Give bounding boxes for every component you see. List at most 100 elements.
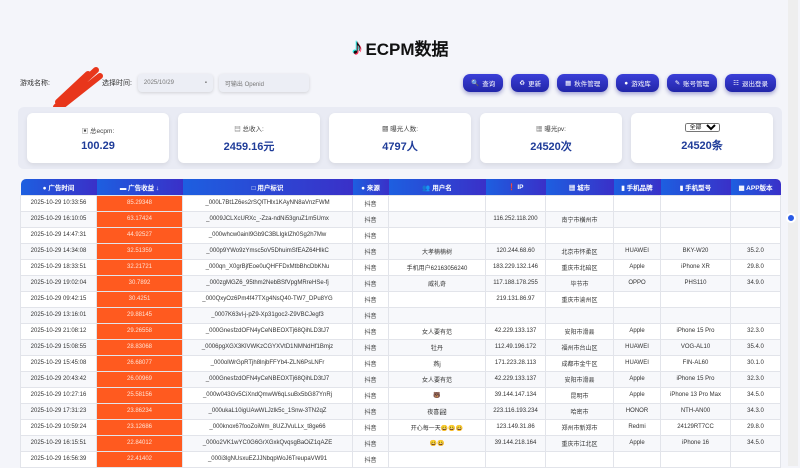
table-cell: iPhone XR bbox=[660, 258, 731, 276]
table-cell: 抖音 bbox=[352, 274, 389, 292]
table-row[interactable]: 2025-10-29 10:27:16 25.58156 _000w043Gv5Ci… bbox=[20, 386, 781, 404]
table-cell: 抖音 bbox=[352, 242, 389, 260]
table-cell bbox=[388, 226, 486, 244]
table-cell bbox=[388, 306, 486, 324]
column-header[interactable]: □ 用户标识 bbox=[182, 179, 353, 195]
table-cell: 2025-10-29 14:34:08 bbox=[20, 242, 97, 260]
stat-icon: ▩ bbox=[381, 125, 389, 133]
table-cell: 抖音 bbox=[352, 386, 389, 404]
table-row[interactable]: 2025-10-29 16:15:51 22.84012 _000o2VK1wYC0… bbox=[20, 434, 781, 452]
table-cell bbox=[660, 306, 731, 324]
button-label: 退出登录 bbox=[742, 81, 768, 88]
table-cell: _000p9YWo9zYmsc5oV5DhuimSfEAZ64HlkC bbox=[182, 242, 353, 260]
table-cell bbox=[730, 194, 781, 212]
column-header[interactable]: ▬ 广告收益 ↓ bbox=[96, 179, 183, 195]
game-select[interactable] bbox=[56, 74, 96, 92]
column-header[interactable]: ▦ APP版本 bbox=[730, 179, 781, 195]
table-cell: 42.229.133.137 bbox=[485, 322, 546, 340]
scrollbar[interactable] bbox=[788, 0, 798, 466]
table-cell: HONOR bbox=[613, 402, 661, 420]
table-cell: 抖音 bbox=[352, 290, 389, 308]
table-cell: 南宁市横州市 bbox=[545, 210, 614, 228]
table-row[interactable]: 2025-10-29 20:43:42 26.00969 _000GnesfzdOF… bbox=[20, 370, 781, 388]
toolbar-button-0[interactable]: 🔍 查询 bbox=[463, 74, 504, 92]
table-cell: 171.223.28.113 bbox=[485, 354, 546, 372]
table-cell: 22.84012 bbox=[96, 434, 183, 452]
table-row[interactable]: 2025-10-29 19:02:04 30.7892 _000zgMGZ6_95t… bbox=[20, 274, 781, 292]
table-cell bbox=[388, 290, 486, 308]
table-row[interactable]: 2025-10-29 16:10:05 63.17424 _0009JCLXcURX… bbox=[20, 210, 781, 228]
table-cell bbox=[660, 290, 731, 308]
table-cell bbox=[485, 450, 546, 468]
table-row[interactable]: 2025-10-29 21:08:12 29.26558 _000GnesfzdOF… bbox=[20, 322, 781, 340]
column-header[interactable]: ▦ 城市 bbox=[545, 179, 614, 195]
openid-input[interactable]: 可输出 Openid bbox=[218, 74, 309, 92]
table-row[interactable]: 2025-10-29 09:42:15 30.4251 _000QxyOz6Pm4f… bbox=[20, 290, 781, 308]
table-cell: 哈密市 bbox=[545, 402, 614, 420]
table-row[interactable]: 2025-10-29 15:45:08 26.68077 _000olWrGpRTj… bbox=[20, 354, 781, 372]
floating-help-button[interactable] bbox=[786, 213, 796, 223]
table-cell: 2025-10-29 10:27:16 bbox=[20, 386, 97, 404]
table-row[interactable]: 2025-10-29 10:59:24 23.12686 _000knox67foo… bbox=[20, 418, 781, 436]
table-cell bbox=[660, 194, 731, 212]
toolbar-button-5[interactable]: ☷ 退出登录 bbox=[725, 74, 776, 92]
stat-icon: ▦ bbox=[536, 125, 543, 133]
table-row[interactable]: 2025-10-29 18:33:51 32.21721 _000qn_X0grBj… bbox=[20, 258, 781, 276]
toolbar-button-4[interactable]: ✎ 账号管理 bbox=[666, 74, 718, 92]
toolbar-button-3[interactable]: ● 游戏库 bbox=[616, 74, 659, 92]
table-row[interactable]: 2025-10-29 14:34:08 32.51359 _000p9YWo9zYm… bbox=[20, 242, 781, 260]
table-cell: 32.21721 bbox=[96, 258, 183, 276]
table-cell bbox=[730, 290, 781, 308]
column-header[interactable]: ● 广告时间 bbox=[20, 179, 97, 195]
table-cell: _0009JCLXcURXc_-Zza-ndNi53gruZ1m5Umx bbox=[182, 210, 353, 228]
column-header[interactable]: ● 来源 bbox=[352, 179, 389, 195]
column-header[interactable]: 👥 用户名 bbox=[388, 179, 486, 195]
table-cell: Apple bbox=[613, 258, 661, 276]
table-cell bbox=[660, 210, 731, 228]
table-cell: Apple bbox=[613, 370, 661, 388]
table-row[interactable]: 2025-10-29 16:56:39 22.41402 _000i3lgNUsxu… bbox=[20, 450, 781, 468]
table-cell: PHS110 bbox=[660, 274, 731, 292]
button-icon: ▦ bbox=[565, 80, 572, 87]
table-row[interactable]: 2025-10-29 14:47:31 44.92527 _000whcw0ainl… bbox=[20, 226, 781, 244]
table-row[interactable]: 2025-10-29 13:16:01 29.88145 _0007K63vl-j-… bbox=[20, 306, 781, 324]
table-cell: _000zgMGZ6_95thm2NebBSfVpgMRreHSe-fj bbox=[182, 274, 353, 292]
stat-icon: ▤ bbox=[234, 125, 241, 133]
stat-label-text: 总收入: bbox=[242, 125, 264, 133]
table-cell: HUAWEI bbox=[613, 338, 661, 356]
table-cell: _000whcw0ainl9Gb9C3BLIgkIZh0Sg2h7Mw bbox=[182, 226, 353, 244]
date-input[interactable]: 2025/10/29 ▪ bbox=[137, 74, 213, 92]
table-cell: 29.8.0 bbox=[730, 258, 781, 276]
toolbar-button-1[interactable]: ♻ 更新 bbox=[511, 74, 550, 92]
table-cell: NTH-AN00 bbox=[660, 402, 731, 420]
count-filter-select[interactable]: 全部 bbox=[684, 123, 720, 132]
table-cell: 抖音 bbox=[352, 258, 389, 276]
table-cell: Apple bbox=[613, 386, 661, 404]
column-header[interactable]: ❗ IP bbox=[485, 179, 546, 195]
table-cell: 2025-10-29 15:08:55 bbox=[20, 338, 97, 356]
table-row[interactable]: 2025-10-29 17:31:23 23.86234 _000ukaL10igU… bbox=[20, 402, 781, 420]
table-cell: 2025-10-29 18:33:51 bbox=[20, 258, 97, 276]
toolbar-button-2[interactable]: ▦ 秋件管理 bbox=[557, 74, 609, 92]
button-label: 账号管理 bbox=[683, 81, 710, 88]
table-cell bbox=[613, 306, 661, 324]
button-icon: ♻ bbox=[519, 80, 526, 87]
table-cell: BKY-W20 bbox=[660, 242, 731, 260]
table-cell: 223.116.193.234 bbox=[485, 402, 546, 420]
table-cell: 😀😀 bbox=[388, 434, 486, 452]
table-cell: _000i3lgNUsxuEZJJNbqpWoJ6TreupaVW91 bbox=[182, 450, 353, 468]
column-header[interactable]: ▮ 手机型号 bbox=[660, 179, 731, 195]
table-cell bbox=[485, 226, 546, 244]
openid-placeholder: 可输出 Openid bbox=[224, 81, 264, 88]
table-cell bbox=[485, 306, 546, 324]
table-cell: 燕j bbox=[388, 354, 486, 372]
column-header[interactable]: ▮ 手机品牌 bbox=[613, 179, 661, 195]
table-cell: 2025-10-29 16:15:51 bbox=[20, 434, 97, 452]
table-row[interactable]: 2025-10-29 15:08:55 28.83068 _0006pgXGX3Kl… bbox=[20, 338, 781, 356]
table-cell: 117.188.178.255 bbox=[485, 274, 546, 292]
table-cell bbox=[613, 290, 661, 308]
table-cell: 35.2.0 bbox=[730, 242, 781, 260]
table-cell bbox=[613, 210, 661, 228]
table-row[interactable]: 2025-10-29 10:33:56 85.29348 _000L7Bt1Z6es… bbox=[20, 194, 781, 212]
table-cell: 2025-10-29 13:16:01 bbox=[20, 306, 97, 324]
